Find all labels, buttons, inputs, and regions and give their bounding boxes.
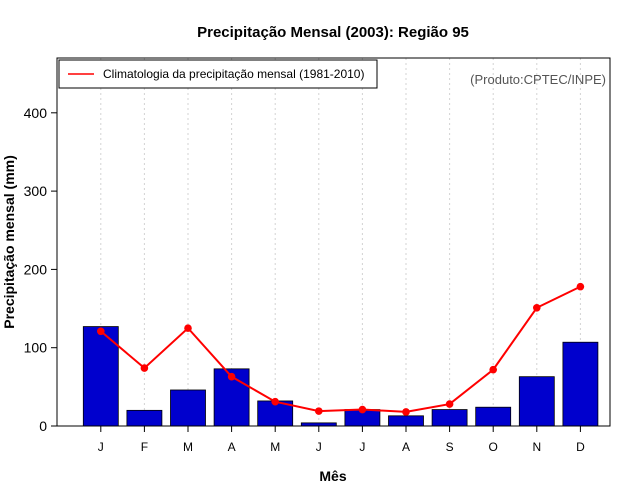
bar — [475, 406, 512, 427]
x-tick-label: F — [141, 440, 148, 454]
x-tick-label: J — [359, 440, 365, 454]
climatology-point — [271, 397, 280, 406]
x-tick-label: A — [402, 440, 410, 454]
y-tick-label: 300 — [24, 183, 48, 199]
source-credit: (Produto:CPTEC/INPE) — [470, 72, 606, 87]
chart-title: Precipitação Mensal (2003): Região 95 — [197, 24, 469, 41]
bar — [562, 341, 599, 427]
climatology-line — [100, 285, 581, 413]
climatology-point — [184, 324, 192, 332]
climatology-point — [140, 364, 149, 372]
y-axis: 0 100 200 300 400 — [24, 105, 57, 434]
grid-lines — [100, 58, 581, 426]
climatology-point — [576, 282, 585, 291]
y-tick-label: 200 — [24, 261, 48, 277]
x-tick-label: J — [316, 440, 322, 454]
x-tick-label: A — [228, 440, 236, 454]
plot-frame — [56, 57, 611, 427]
bar — [170, 389, 206, 427]
y-axis-label: Precipitação mensal (mm) — [1, 155, 17, 329]
bar — [388, 415, 424, 427]
climatology-point — [489, 365, 498, 374]
y-tick-label: 100 — [24, 340, 48, 356]
climatology-series — [97, 282, 585, 416]
x-tick-label: M — [183, 440, 193, 454]
y-tick-label: 0 — [39, 418, 47, 434]
bar — [82, 326, 119, 427]
climatology-point — [315, 407, 323, 415]
x-tick-label: S — [446, 440, 454, 454]
x-tick-label: N — [532, 440, 541, 454]
bar — [126, 409, 163, 427]
x-axis-label: Mês — [319, 468, 346, 484]
bar-series — [82, 326, 599, 427]
legend: Climatologia da precipitação mensal (198… — [58, 59, 378, 89]
legend-box — [58, 59, 378, 89]
climatology-point — [533, 303, 541, 312]
x-tick-label: D — [576, 440, 585, 454]
x-tick-label: M — [270, 440, 280, 454]
climatology-point — [358, 405, 367, 414]
climatology-point — [402, 408, 410, 416]
climatology-point — [227, 372, 236, 381]
x-tick-label: J — [98, 440, 104, 454]
climatology-point — [97, 327, 105, 336]
legend-label: Climatologia da precipitação mensal (198… — [103, 67, 364, 81]
bar — [431, 409, 468, 427]
x-tick-label: O — [489, 440, 498, 454]
climatology-point — [445, 400, 454, 408]
y-tick-label: 400 — [24, 105, 48, 121]
bar — [518, 376, 555, 427]
